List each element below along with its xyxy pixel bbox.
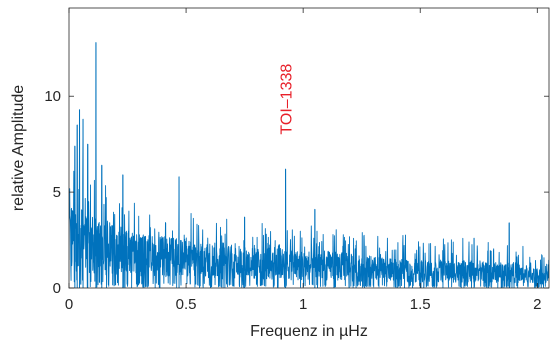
x-tick-label-1: 0.5 (176, 296, 197, 313)
axes-layer (68, 7, 550, 289)
axes-box (68, 7, 550, 289)
y-axis-title: relative Amplitude (10, 85, 27, 211)
annotation-label-0: TOI–1338 (279, 64, 296, 135)
series-layer (69, 42, 549, 288)
plot-area (69, 42, 549, 288)
ticks-layer: 0 0.5 1 1.5 2 0 5 10 (44, 8, 549, 313)
x-tick-label-4: 2 (533, 296, 541, 313)
series-line-0 (69, 42, 549, 288)
x-tick-label-3: 1.5 (410, 296, 431, 313)
y-tick-label-1: 5 (53, 184, 61, 201)
x-tick-label-2: 1 (299, 296, 307, 313)
x-tick-label-0: 0 (65, 296, 73, 313)
y-tick-label-2: 10 (44, 88, 61, 105)
y-tick-label-0: 0 (53, 280, 61, 297)
x-axis-title: Frequenz in µHz (250, 323, 368, 340)
annotation-layer: TOI–1338 (279, 64, 296, 135)
